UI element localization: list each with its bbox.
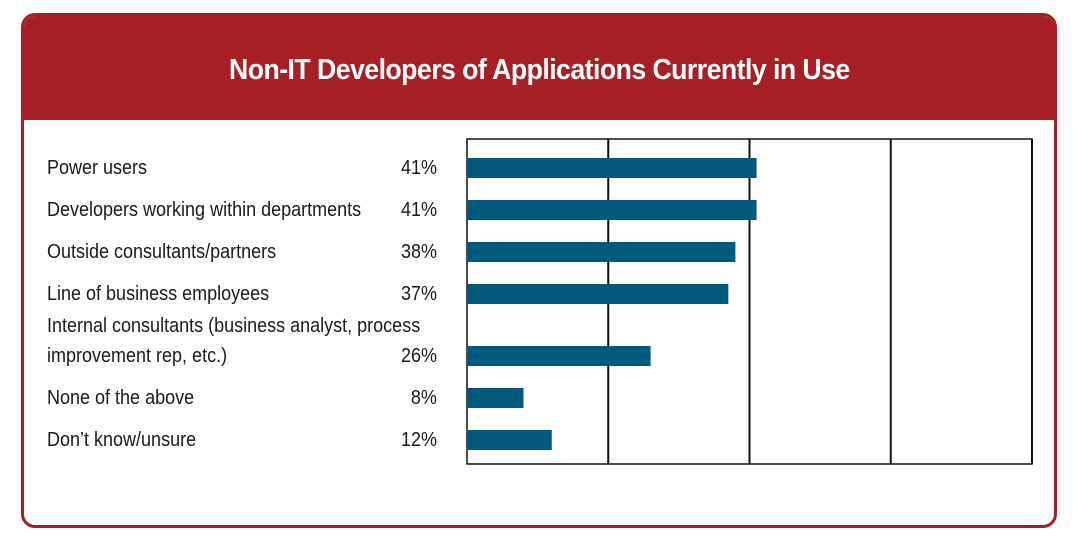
category-label: Power users <box>47 157 148 179</box>
bar-2 <box>467 242 736 262</box>
chart-title: Non-IT Developers of Applications Curren… <box>228 53 850 86</box>
category-label: Internal consultants (business analyst, … <box>47 315 421 337</box>
value-label: 12% <box>400 429 437 451</box>
category-label: Don’t know/unsure <box>47 429 197 451</box>
category-label: None of the above <box>47 387 195 409</box>
bar-4 <box>467 346 651 366</box>
value-label: 8% <box>410 387 437 409</box>
value-label: 38% <box>400 241 437 263</box>
bar-1 <box>467 200 757 220</box>
category-label: Outside consultants/partners <box>47 241 277 263</box>
category-label: improvement rep, etc.) <box>47 345 228 367</box>
value-label: 37% <box>400 283 437 305</box>
value-label: 41% <box>400 199 437 221</box>
bar-6 <box>467 430 552 450</box>
bar-0 <box>467 158 757 178</box>
chart-header: Non-IT Developers of Applications Curren… <box>24 16 1054 120</box>
category-label: Line of business employees <box>47 283 270 305</box>
value-label: 41% <box>400 157 437 179</box>
value-label: 26% <box>400 345 437 367</box>
category-label: Developers working within departments <box>47 199 362 221</box>
bar-5 <box>467 388 524 408</box>
bar-3 <box>467 284 729 304</box>
